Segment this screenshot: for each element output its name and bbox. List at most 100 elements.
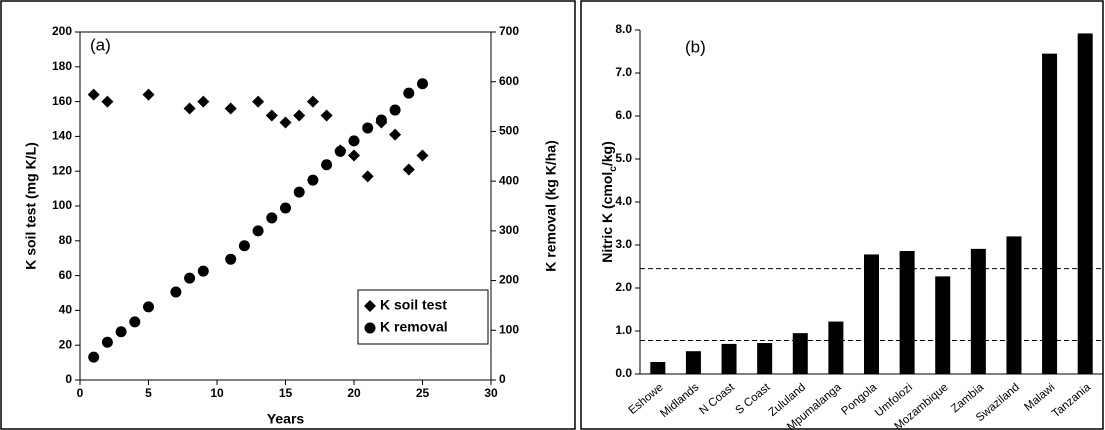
y2-tick-label: 0 (499, 372, 506, 386)
circle-marker (389, 104, 401, 116)
x-tick-label: 20 (347, 386, 361, 400)
circle-marker (88, 351, 100, 363)
y-tick-label: 180 (52, 59, 72, 73)
bar (792, 333, 808, 374)
y2-axis-label: K removal (kg K/ha) (543, 140, 559, 271)
x-tick-label: 25 (416, 386, 430, 400)
circle-marker (115, 326, 127, 338)
y2-tick-label: 100 (499, 322, 519, 336)
y-axis-label-part: /kg) (599, 141, 615, 166)
circle-marker (143, 301, 154, 313)
bar (1006, 236, 1022, 374)
circle-marker (375, 114, 387, 126)
circle-marker (293, 186, 305, 198)
bar (864, 254, 879, 374)
y-tick-label: 40 (59, 303, 73, 317)
diamond-marker (183, 102, 196, 115)
diamond-marker (224, 102, 237, 115)
y-tick-label: 0.0 (615, 366, 632, 380)
diamond-marker (293, 109, 306, 122)
bar (685, 351, 701, 374)
diamond-marker (306, 95, 319, 108)
diamond-marker (142, 88, 155, 101)
diamond-marker (361, 170, 374, 183)
circle-marker (417, 78, 428, 90)
y-tick-label: 6.0 (615, 108, 632, 122)
circle-marker (252, 225, 264, 237)
circle-marker (348, 135, 360, 147)
y2-tick-label: 300 (499, 223, 519, 237)
bar (650, 361, 666, 374)
y2-tick-label: 200 (499, 273, 519, 287)
legend-box (357, 289, 489, 345)
y-tick-label: 80 (59, 233, 73, 247)
y-tick-label: 60 (59, 268, 73, 282)
circle-marker (307, 174, 319, 186)
y-tick-label: 20 (59, 337, 73, 351)
x-tick-label: 30 (484, 386, 498, 400)
diamond-marker (252, 95, 265, 108)
panel-label: (a) (90, 35, 111, 54)
x-tick-label: Midlands (658, 381, 701, 420)
y-tick-label: 160 (52, 94, 72, 108)
bar (1042, 53, 1058, 375)
circle-marker (362, 122, 374, 134)
diamond-marker (279, 116, 292, 129)
panel-label: (b) (685, 37, 706, 56)
circle-marker (321, 159, 333, 171)
y-tick-label: 5.0 (615, 151, 632, 165)
diamond-marker (265, 109, 278, 122)
diamond-marker (320, 109, 333, 122)
circle-marker (238, 240, 250, 252)
circle-marker (225, 253, 237, 265)
bar (757, 343, 773, 374)
x-axis-label: Years (267, 411, 305, 427)
bar (721, 343, 737, 374)
y-axis-label: K soil test (mg K/L) (23, 142, 39, 270)
y-tick-label: 3.0 (615, 237, 632, 251)
panel-frame (0, 0, 576, 430)
x-tick-label: 15 (279, 386, 293, 400)
x-tick-label: 5 (145, 386, 152, 400)
y-tick-label: 120 (52, 163, 72, 177)
y-tick-label: 200 (52, 24, 72, 38)
bar (935, 276, 951, 374)
bar (828, 321, 844, 374)
legend-marker (364, 300, 376, 312)
diamond-marker (402, 163, 415, 176)
panel-frame (580, 0, 1104, 430)
y-axis-label-part: Nitric K (cmol (599, 172, 615, 263)
diamond-marker (101, 95, 114, 108)
circle-marker (280, 202, 291, 214)
x-tick-label: 10 (210, 386, 224, 400)
legend-label: K soil test (380, 297, 447, 313)
y-tick-label: 0 (65, 372, 72, 386)
diamond-marker (416, 149, 429, 162)
bar (970, 248, 986, 374)
bar (899, 251, 915, 374)
circle-marker (197, 265, 209, 277)
y-axis-label-part: c (608, 166, 619, 172)
y2-tick-label: 600 (499, 74, 519, 88)
bar (1077, 33, 1093, 374)
circle-marker (129, 316, 141, 328)
y-tick-label: 1.0 (615, 323, 632, 337)
diamond-marker (389, 128, 402, 141)
y-tick-label: 4.0 (615, 194, 632, 208)
x-tick-label: N Coast (697, 381, 737, 417)
circle-marker (403, 87, 415, 99)
diamond-marker (197, 95, 210, 108)
y-tick-label: 7.0 (615, 65, 632, 79)
circle-marker (334, 145, 346, 157)
legend-marker (364, 322, 376, 334)
circle-marker (170, 286, 182, 298)
y2-tick-label: 500 (499, 124, 519, 138)
x-tick-label: Tanzania (1050, 381, 1093, 420)
diamond-marker (87, 88, 100, 101)
y-axis-label: Nitric K (cmolc/kg) (599, 141, 619, 262)
y-tick-label: 100 (52, 198, 72, 212)
circle-marker (101, 336, 113, 348)
circle-marker (184, 272, 196, 284)
